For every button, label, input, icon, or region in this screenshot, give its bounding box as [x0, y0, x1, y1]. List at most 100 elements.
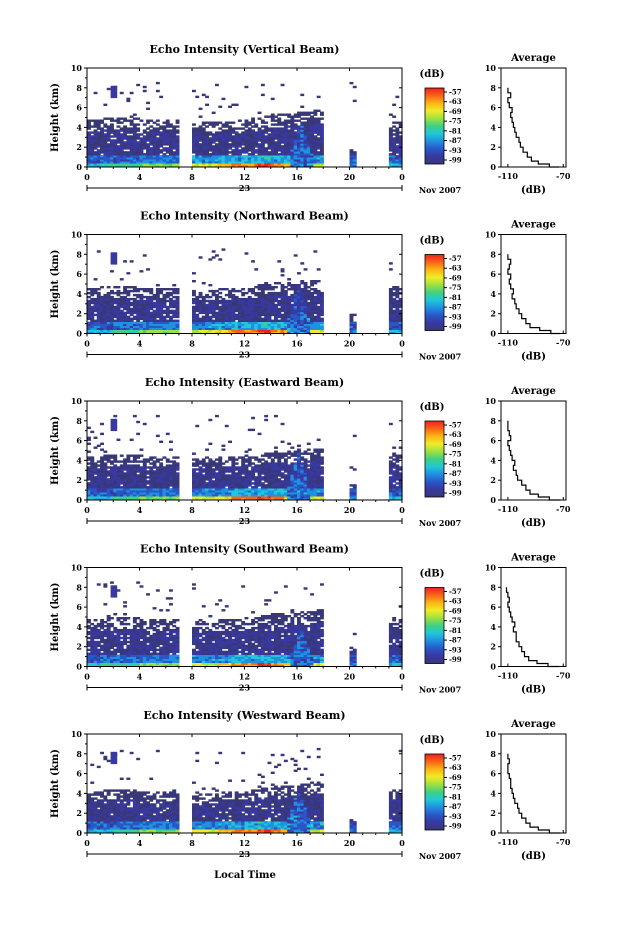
heatmap-cell	[260, 317, 265, 321]
heatmap-cell	[300, 462, 305, 465]
heatmap-cell	[303, 155, 308, 158]
heatmap-cell	[231, 470, 236, 473]
heatmap-cell	[126, 127, 131, 130]
heatmap-cell	[169, 319, 173, 322]
heatmap-cell	[132, 117, 137, 120]
heatmap-cell	[152, 133, 157, 136]
heatmap-cell	[192, 327, 196, 330]
heatmap-cell	[123, 143, 127, 146]
heatmap-cell	[297, 301, 301, 305]
heatmap-cell	[392, 125, 397, 128]
heatmap-cell	[172, 141, 177, 144]
heatmap-cell	[87, 305, 91, 309]
heatmap-cell	[320, 466, 324, 469]
heatmap-cell	[247, 147, 252, 150]
heatmap-cell	[241, 329, 246, 332]
heatmap-cell	[247, 498, 252, 501]
heatmap-cell	[280, 315, 285, 319]
heatmap-cell	[260, 133, 265, 136]
heatmap-cell	[316, 161, 321, 164]
heatmap-cell	[132, 131, 137, 134]
heatmap-cell	[310, 127, 314, 130]
heatmap-cell	[96, 464, 101, 467]
heatmap-cell	[280, 297, 285, 301]
heatmap-cell	[303, 315, 308, 319]
heatmap-cell	[320, 311, 324, 315]
heatmap-cell	[119, 299, 124, 303]
heatmap-cell	[129, 119, 134, 122]
average-x-label: (dB)	[521, 185, 546, 196]
heatmap-cell	[280, 295, 285, 299]
heatmap-cell	[169, 488, 173, 491]
heatmap-cell	[310, 327, 314, 330]
heatmap-cell	[119, 492, 124, 495]
heatmap-cell	[241, 482, 246, 485]
heatmap-cell	[129, 498, 134, 501]
heatmap-cell	[106, 125, 111, 128]
heatmap-cell	[283, 286, 288, 289]
heatmap-cell	[136, 133, 141, 136]
heatmap-cell	[90, 488, 95, 491]
heatmap-cell	[297, 303, 301, 307]
heatmap-cell	[146, 460, 150, 463]
heatmap-cell	[395, 135, 400, 138]
heatmap-cell	[392, 311, 397, 315]
heatmap-cell	[277, 478, 282, 481]
heatmap-cell	[87, 313, 91, 317]
heatmap-cell	[116, 482, 121, 485]
heatmap-cell	[270, 325, 275, 328]
heatmap-cell	[195, 498, 200, 501]
heatmap-cell	[244, 125, 249, 128]
heatmap-cell	[398, 288, 403, 291]
heatmap-cell	[218, 139, 223, 142]
heatmap-cell	[254, 305, 259, 309]
heatmap-cell	[349, 319, 354, 322]
heatmap-cell	[113, 478, 118, 481]
heatmap-cell	[310, 129, 314, 132]
heatmap-cell	[267, 147, 272, 150]
heatmap-cell	[244, 147, 249, 150]
heatmap-cell	[162, 470, 167, 473]
heatmap-cell	[237, 478, 242, 481]
heatmap-cell	[247, 145, 252, 148]
heatmap-cell	[398, 323, 403, 326]
heatmap-cell	[247, 121, 252, 124]
heatmap-cell	[349, 155, 354, 158]
average-y-tick-label: 8	[490, 249, 496, 259]
heatmap-cell	[87, 325, 91, 328]
heatmap-cell	[208, 145, 213, 148]
heatmap-cell	[113, 492, 118, 495]
heatmap-cell	[254, 494, 259, 497]
heatmap-cell	[155, 123, 160, 126]
heatmap-cell	[96, 490, 101, 493]
y-tick-label: 2	[76, 309, 82, 319]
heatmap-cell	[198, 131, 203, 134]
heatmap-cell	[162, 482, 167, 485]
heatmap-cell	[280, 303, 285, 307]
heatmap-cell	[110, 125, 114, 128]
heatmap-cell	[211, 291, 216, 295]
heatmap-cell	[398, 161, 403, 164]
heatmap-cell	[274, 484, 278, 487]
heatmap-cell	[208, 301, 213, 305]
x-tick-label: 0	[84, 172, 90, 182]
heatmap-cell	[139, 496, 144, 499]
heatmap-cell	[155, 143, 160, 146]
heatmap-cell	[155, 327, 160, 330]
heatmap-cell	[237, 327, 242, 330]
heatmap-cell	[303, 123, 308, 126]
heatmap-cell	[352, 161, 357, 164]
heatmap-cell	[287, 466, 292, 469]
heatmap-cell	[201, 143, 206, 146]
heatmap-cell	[303, 143, 308, 146]
heatmap-cell	[313, 282, 318, 285]
heatmap-cell	[231, 466, 236, 469]
heatmap-cell	[155, 157, 160, 160]
heatmap-cell	[195, 145, 200, 148]
heatmap-cell	[388, 482, 393, 485]
heatmap-cell	[254, 468, 259, 471]
heatmap-cell	[100, 325, 104, 328]
heatmap-cell	[244, 313, 249, 317]
heatmap-cell	[277, 113, 282, 116]
heatmap-cell	[208, 143, 213, 146]
